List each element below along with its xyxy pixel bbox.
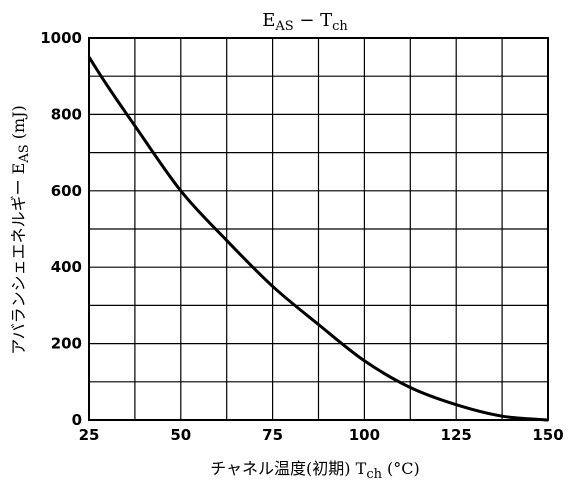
y-tick-label: 1000 — [40, 29, 82, 47]
plot-frame — [88, 37, 549, 421]
tick-labels: 25 50 75 100 125 150 0 200 400 600 800 1000 — [40, 29, 563, 444]
x-axis-label-unit: (°C) — [382, 459, 420, 478]
x-axis-label-text: チャネル温度(初期) T — [210, 459, 366, 478]
x-axis-label: チャネル温度(初期) Tch (°C) — [210, 459, 420, 482]
grid — [89, 38, 548, 420]
y-axis-label: アバランシェエネルギー EAS (mJ) — [9, 105, 32, 355]
x-tick-label: 150 — [532, 426, 563, 444]
chart-title-main: E — [262, 10, 275, 31]
x-tick-label: 75 — [262, 426, 283, 444]
y-tick-label: 0 — [72, 411, 82, 429]
series-line — [87, 56, 549, 422]
chart-title-sub2: ch — [332, 19, 348, 34]
x-tick-label: 50 — [170, 426, 191, 444]
x-axis-label-sub: ch — [366, 467, 382, 482]
y-tick-label: 600 — [51, 182, 82, 200]
y-tick-label: 200 — [51, 335, 82, 353]
x-tick-label: 25 — [79, 426, 100, 444]
chart-title-sub: AS — [274, 19, 293, 34]
y-tick-label: 400 — [51, 258, 82, 276]
y-axis-label-text: アバランシェエネルギー E — [9, 163, 28, 355]
y-tick-label: 800 — [51, 105, 82, 123]
y-axis-label-unit: (mJ) — [9, 105, 28, 144]
chart-title: EAS − Tch — [262, 10, 348, 34]
y-axis-label-sub: AS — [17, 144, 32, 163]
x-tick-label: 125 — [441, 426, 472, 444]
chart-title-rest: − T — [294, 10, 333, 31]
x-tick-label: 100 — [349, 426, 380, 444]
